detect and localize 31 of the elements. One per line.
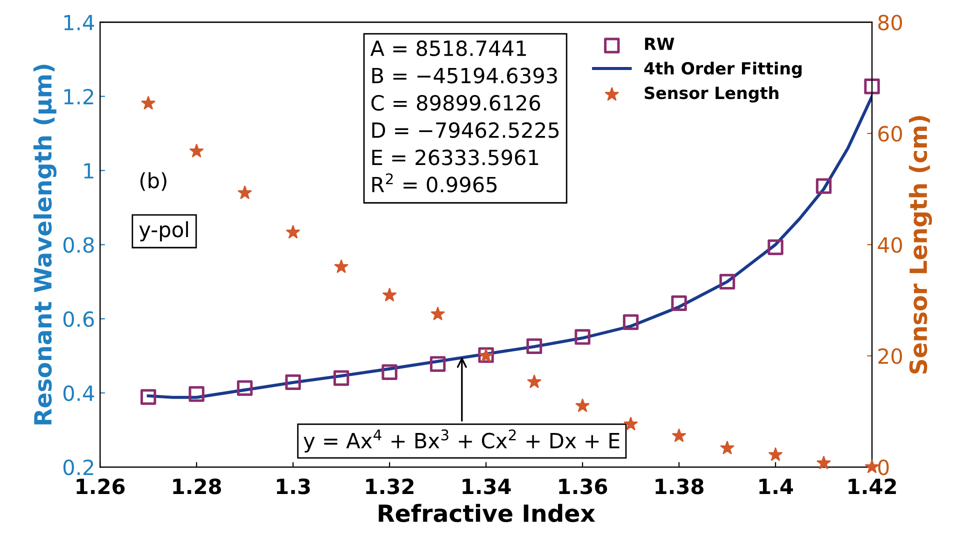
annotation: (b) (140, 172, 166, 191)
annotation: A = 8518.7441 B = −45194.6393 C = 89899.6126 D = −79462.5225 E = 26333.5961 R$^{2}$ = 0.9965 (370, 40, 559, 192)
y-tick-label: 1 (84, 163, 94, 178)
y-axis-title: Resonant Wavelength (μm) (33, 64, 57, 424)
legend-label: RW (645, 38, 674, 50)
y-tick-label: 0.6 (63, 311, 94, 327)
legend-label: Sensor Length (644, 86, 778, 103)
y-tick-label: 1.4 (64, 14, 94, 30)
y-tick-label: 0.2 (63, 459, 94, 476)
legend-label: 4th Order Fitting (644, 62, 802, 78)
y-tick-label: 1.2 (64, 88, 94, 104)
x-tick-label: 1.36 (559, 478, 608, 494)
y2-tick-label: 20 (878, 348, 902, 364)
y2-tick-label: 60 (878, 126, 902, 142)
x-tick-label: 1.28 (173, 478, 221, 494)
x-tick-label: 1.38 (656, 478, 704, 494)
y-tick-label: 0.8 (63, 237, 94, 253)
y2-axis-title: Sensor Length (cm) (908, 116, 932, 374)
annotation: y-pol (139, 221, 188, 242)
y2-tick-label: 40 (878, 237, 902, 253)
x-tick-label: 1.42 (848, 478, 896, 494)
y2-tick-label: 80 (878, 14, 902, 30)
x-tick-label: 1.26 (76, 478, 125, 494)
x-tick-label: 1.4 (759, 478, 793, 494)
x-tick-label: 1.32 (366, 478, 414, 494)
annotation: y = Ax$^{4}$ + Bx$^{3}$ + Cx$^{2}$ + Dx + E (304, 429, 620, 453)
y-tick-label: 0.4 (63, 385, 94, 402)
y2-tick-label: 0 (878, 459, 889, 476)
x-tick-label: 1.34 (462, 478, 511, 494)
x-axis-title: Refractive Index (378, 504, 596, 522)
x-tick-label: 1.3 (276, 478, 310, 494)
